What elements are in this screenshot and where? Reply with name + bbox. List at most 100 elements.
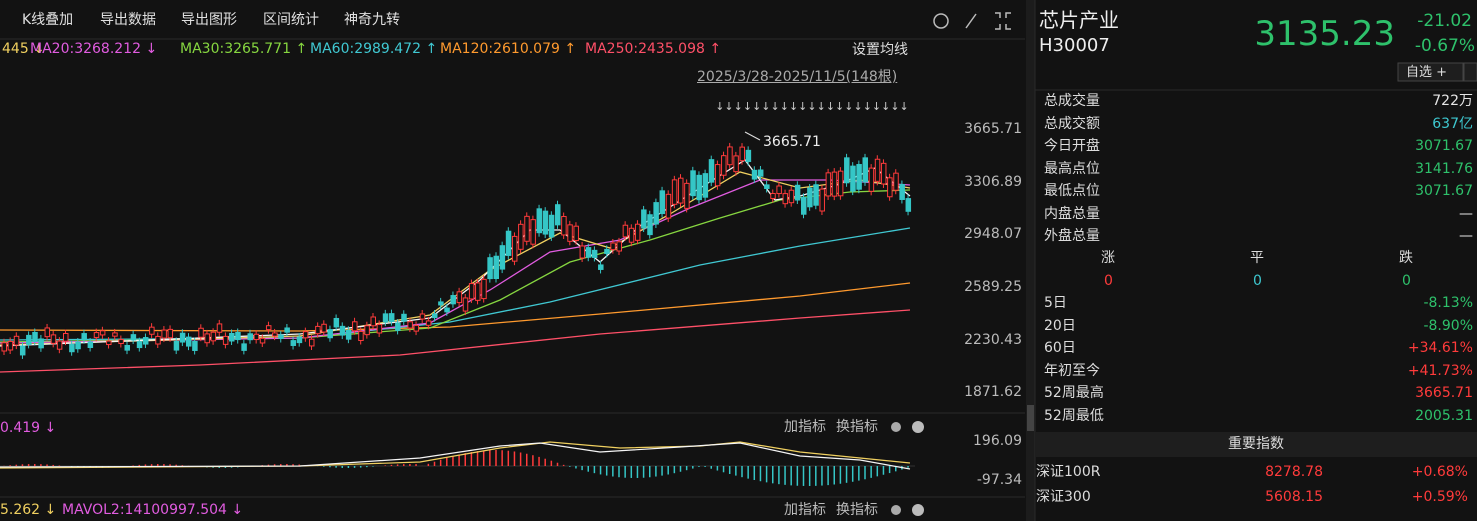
decor bbox=[776, 185, 782, 195]
decor bbox=[124, 344, 130, 351]
decor bbox=[75, 341, 81, 350]
decor bbox=[419, 313, 426, 320]
stat-label: 总成交量 bbox=[1044, 93, 1100, 109]
period-value: 2005.31 bbox=[1415, 407, 1473, 424]
quote-pct: -0.67% bbox=[1414, 36, 1475, 56]
decor bbox=[130, 334, 137, 341]
decor bbox=[229, 332, 235, 342]
decor bbox=[167, 328, 174, 339]
decor bbox=[868, 167, 875, 192]
decor bbox=[44, 327, 51, 338]
decor bbox=[401, 313, 407, 322]
decor bbox=[807, 187, 813, 208]
decor bbox=[622, 224, 629, 238]
ma-legend: 445 ↓ bbox=[2, 41, 45, 57]
breadth-value: 0 bbox=[1402, 273, 1411, 289]
decor bbox=[874, 158, 881, 182]
decor bbox=[63, 332, 69, 342]
decor bbox=[708, 159, 715, 183]
decor bbox=[50, 334, 57, 344]
quote-change: -21.02 bbox=[1417, 11, 1472, 31]
decor bbox=[561, 216, 567, 236]
toolbar-button[interactable]: 神奇九转 bbox=[344, 12, 400, 28]
decor bbox=[112, 332, 118, 337]
decor bbox=[813, 184, 819, 206]
ma-legend: MA120:2610.079 ↑ bbox=[440, 41, 577, 57]
vol-legend: 5.262 ↓ bbox=[0, 502, 57, 518]
decor bbox=[315, 325, 321, 335]
decor bbox=[272, 332, 278, 337]
decor bbox=[647, 214, 653, 236]
macd-legend: 0.419 ↓ bbox=[0, 420, 57, 436]
period-value: +41.73% bbox=[1407, 362, 1473, 379]
decor bbox=[481, 278, 487, 300]
decor bbox=[198, 327, 204, 338]
decor bbox=[893, 172, 899, 191]
decor bbox=[241, 343, 247, 351]
decor bbox=[665, 193, 672, 219]
stat-value: 3071.67 bbox=[1415, 138, 1473, 154]
decor bbox=[862, 157, 868, 183]
decor bbox=[364, 325, 370, 336]
decor bbox=[764, 184, 770, 189]
decor bbox=[598, 264, 604, 270]
toolbar-button[interactable]: 导出数据 bbox=[100, 12, 156, 28]
decor bbox=[462, 297, 469, 312]
decor bbox=[179, 332, 186, 343]
decor bbox=[825, 172, 832, 197]
index-value: 5608.15 bbox=[1265, 489, 1323, 505]
breadth-value: 0 bbox=[1104, 273, 1113, 289]
decor bbox=[216, 323, 223, 333]
toolbar-button[interactable]: K线叠加 bbox=[22, 12, 74, 28]
decor bbox=[333, 317, 340, 328]
decor bbox=[259, 337, 266, 344]
section-title: 重要指数 bbox=[1228, 436, 1284, 452]
indicator-button[interactable]: 加指标 bbox=[784, 419, 826, 435]
toolbar-button[interactable]: 区间统计 bbox=[263, 12, 319, 28]
decor bbox=[7, 340, 14, 351]
decor bbox=[395, 322, 401, 331]
stat-value: 722万 bbox=[1432, 93, 1473, 109]
decor bbox=[641, 209, 647, 229]
index-pct: +0.68% bbox=[1411, 464, 1468, 480]
macd-axis-label: 196.09 bbox=[973, 433, 1022, 449]
decor bbox=[222, 335, 229, 345]
ma-legend: MA30:3265.771 ↑ bbox=[180, 41, 308, 57]
decor bbox=[32, 331, 38, 342]
decor bbox=[493, 255, 499, 280]
index-pct: +0.59% bbox=[1411, 489, 1468, 505]
decor bbox=[751, 169, 758, 180]
decor bbox=[1, 342, 7, 352]
decor bbox=[844, 157, 850, 184]
price-axis-label: 3665.71 bbox=[964, 121, 1022, 137]
decor bbox=[524, 215, 530, 242]
decor bbox=[186, 336, 192, 347]
decor bbox=[321, 323, 327, 333]
indicator-button[interactable]: 加指标 bbox=[784, 502, 826, 518]
decor bbox=[468, 283, 475, 300]
macd-axis-label: -97.34 bbox=[976, 472, 1022, 488]
stat-value: 3071.67 bbox=[1415, 183, 1473, 199]
indicator-button[interactable]: 换指标 bbox=[836, 419, 878, 435]
decor bbox=[831, 171, 838, 197]
decor bbox=[475, 282, 481, 301]
breadth-label: 涨 bbox=[1101, 250, 1115, 266]
decor bbox=[604, 248, 610, 254]
decor bbox=[616, 241, 622, 252]
decor bbox=[591, 249, 598, 258]
quote-code: H30007 bbox=[1039, 35, 1110, 56]
decor bbox=[38, 338, 44, 349]
price-axis-label: 2230.43 bbox=[964, 332, 1022, 348]
decor bbox=[794, 184, 801, 201]
decor bbox=[87, 341, 94, 348]
decor bbox=[302, 331, 309, 339]
decor bbox=[106, 340, 112, 346]
decor bbox=[425, 320, 432, 326]
indicator-button[interactable]: 换指标 bbox=[836, 502, 878, 518]
toolbar-button[interactable]: 导出图形 bbox=[181, 12, 237, 28]
settings-button[interactable]: 设置均线 bbox=[852, 42, 908, 58]
decor bbox=[339, 325, 346, 336]
stat-label: 最低点位 bbox=[1044, 183, 1100, 199]
watch-button[interactable]: 自选 + bbox=[1406, 65, 1448, 80]
